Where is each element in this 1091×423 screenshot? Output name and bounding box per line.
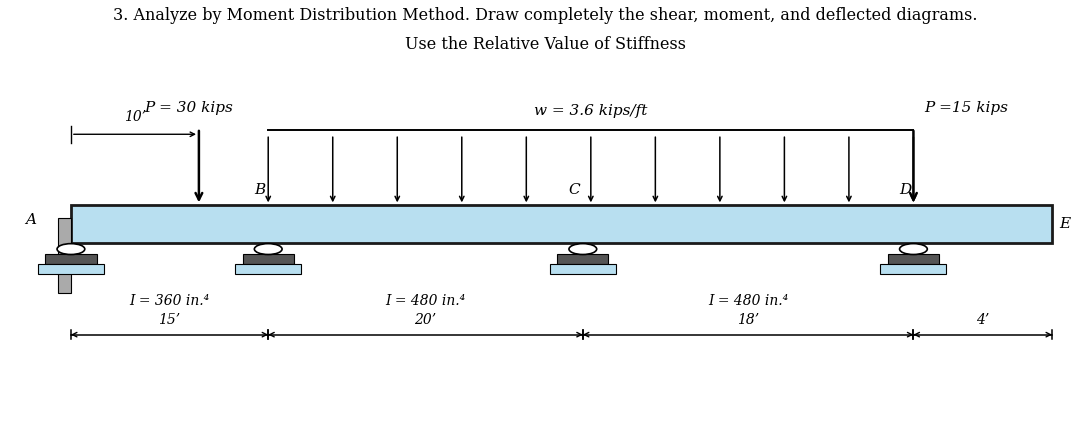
- Text: A: A: [25, 213, 36, 227]
- Text: 18’: 18’: [738, 313, 759, 327]
- Circle shape: [900, 244, 927, 255]
- Text: 20’: 20’: [413, 313, 436, 327]
- Text: w = 3.6 kips/ft: w = 3.6 kips/ft: [535, 104, 648, 118]
- Text: I = 480 in.⁴: I = 480 in.⁴: [385, 294, 465, 308]
- Circle shape: [570, 244, 597, 255]
- Bar: [558, 255, 609, 264]
- Bar: [236, 264, 301, 274]
- Text: I = 480 in.⁴: I = 480 in.⁴: [708, 294, 789, 308]
- Text: 3. Analyze by Moment Distribution Method. Draw completely the shear, moment, and: 3. Analyze by Moment Distribution Method…: [113, 7, 978, 24]
- Circle shape: [57, 244, 85, 255]
- Text: P =15 kips: P =15 kips: [924, 102, 1008, 115]
- Bar: [46, 255, 96, 264]
- Text: P = 30 kips: P = 30 kips: [144, 102, 232, 115]
- Text: E: E: [1059, 217, 1070, 231]
- Text: D: D: [899, 183, 911, 197]
- Circle shape: [254, 244, 283, 255]
- Text: I = 360 in.⁴: I = 360 in.⁴: [129, 294, 209, 308]
- Bar: [242, 255, 293, 264]
- Text: 4’: 4’: [976, 313, 990, 327]
- Text: 10’: 10’: [124, 110, 146, 124]
- Bar: [888, 255, 939, 264]
- Text: 15’: 15’: [158, 313, 180, 327]
- Text: Use the Relative Value of Stiffness: Use the Relative Value of Stiffness: [405, 36, 686, 53]
- Bar: [58, 218, 71, 293]
- Bar: [550, 264, 616, 274]
- Text: C: C: [568, 183, 580, 197]
- Text: B: B: [254, 183, 265, 197]
- Bar: [38, 264, 104, 274]
- Bar: [71, 205, 1052, 243]
- Bar: [880, 264, 947, 274]
